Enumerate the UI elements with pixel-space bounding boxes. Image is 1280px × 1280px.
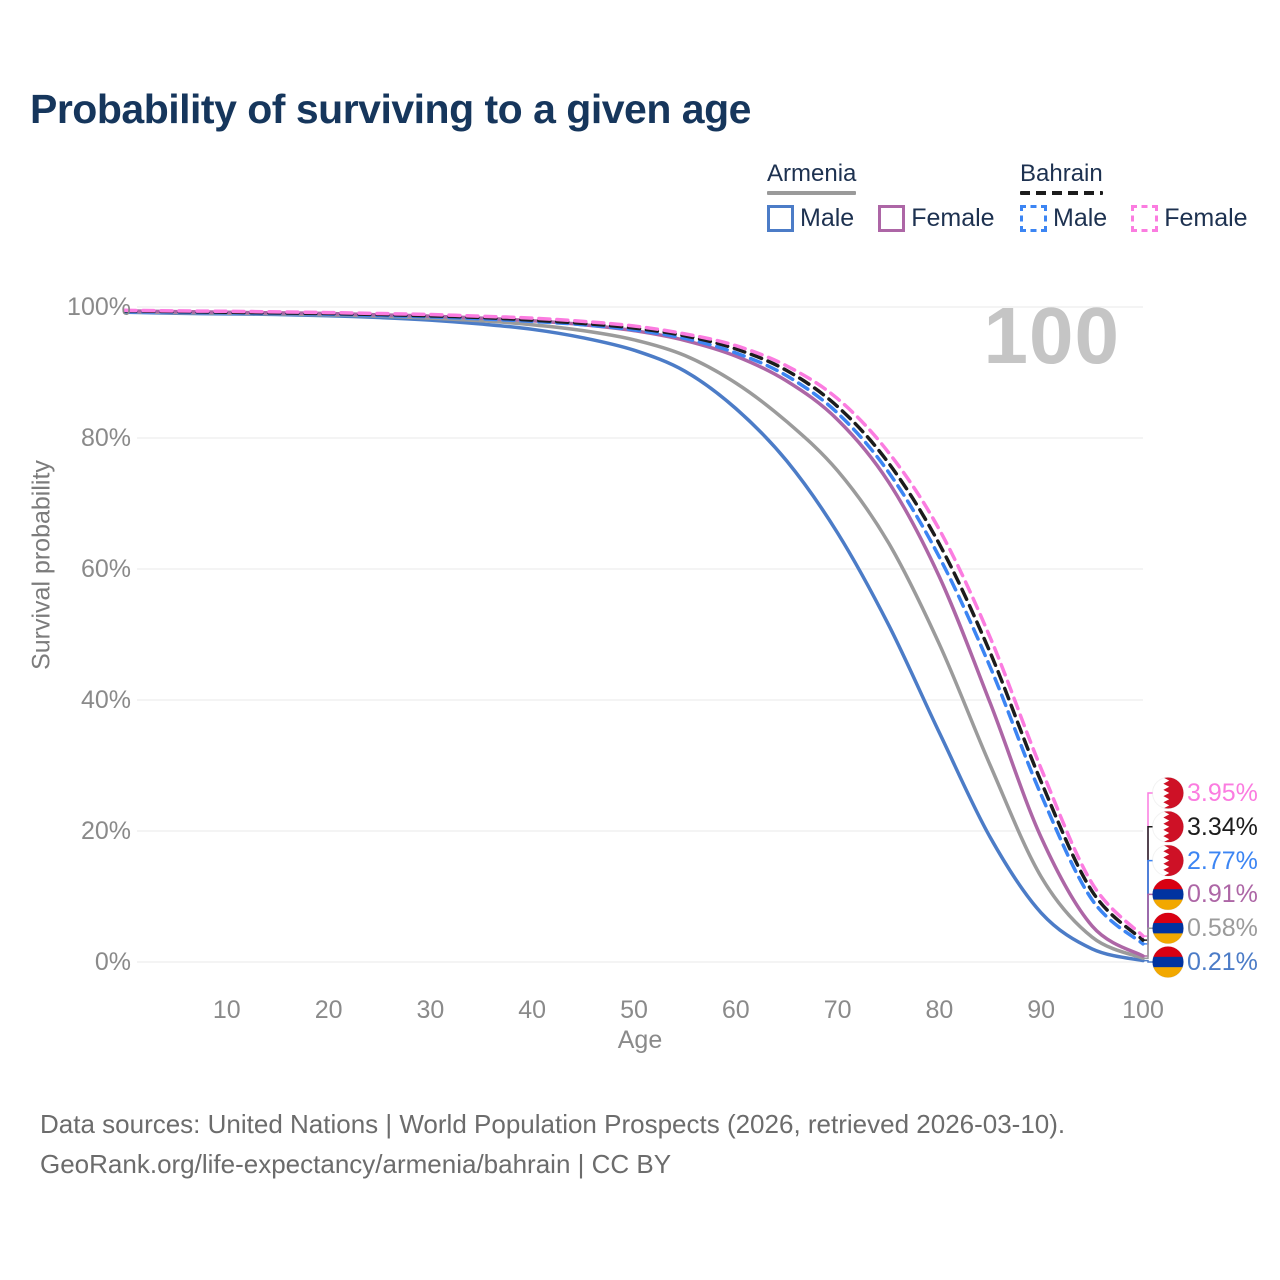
y-tick-40: 40% xyxy=(80,686,131,714)
connector-armenia-female xyxy=(1143,893,1153,957)
age-100-watermark: 100 xyxy=(983,291,1120,380)
legend-country-bahrain[interactable]: Bahrain xyxy=(1020,160,1103,195)
y-tick-100: 100% xyxy=(67,293,131,321)
page-title: Probability of surviving to a given age xyxy=(30,86,751,132)
flag-bahrain-icon xyxy=(1152,810,1184,843)
end-label-bahrain: 3.34% xyxy=(1187,812,1258,841)
legend-group-bahrain: Bahrain Male Female xyxy=(1020,160,1248,233)
y-tick-20: 20% xyxy=(80,817,131,845)
footer-sources: Data sources: United Nations | World Pop… xyxy=(40,1109,1066,1139)
end-label-bahrain-female: 3.95% xyxy=(1187,779,1258,807)
footer-link[interactable]: GeoRank.org/life-expectancy/armenia/bahr… xyxy=(40,1149,672,1179)
x-tick-10: 10 xyxy=(212,996,241,1024)
flag-armenia-icon xyxy=(1152,912,1184,945)
x-tick-80: 80 xyxy=(925,996,954,1024)
end-label-armenia-female: 0.91% xyxy=(1187,880,1258,909)
footer: Data sources: United Nations | World Pop… xyxy=(40,1104,1065,1184)
armenia-line-style-swatch xyxy=(767,191,857,195)
armenia-male-swatch-icon xyxy=(767,205,794,232)
x-tick-100: 100 xyxy=(1122,996,1164,1024)
x-tick-20: 20 xyxy=(314,996,343,1024)
legend-country-bahrain-label: Bahrain xyxy=(1020,160,1103,187)
x-axis-title: Age xyxy=(617,1026,663,1054)
end-label-bahrain-male: 2.77% xyxy=(1187,846,1258,875)
connector-armenia-male xyxy=(1143,959,1153,963)
x-tick-50: 50 xyxy=(620,996,648,1024)
line-bahrain-male[interactable] xyxy=(123,309,1145,946)
bahrain-female-swatch-icon xyxy=(1131,205,1159,232)
legend-group-armenia: Armenia Male Female xyxy=(767,160,995,233)
flag-armenia-icon xyxy=(1152,946,1184,978)
end-label-armenia-male: 0.21% xyxy=(1187,948,1258,976)
legend-item-bahrain-male[interactable]: Male xyxy=(1020,204,1107,233)
y-tick-0: 0% xyxy=(94,948,131,976)
x-tick-90: 90 xyxy=(1027,996,1056,1024)
bahrain-line-style-swatch xyxy=(1020,191,1103,195)
legend-item-bahrain-male-label: Male xyxy=(1053,204,1108,232)
y-tick-60: 60% xyxy=(80,555,131,583)
x-tick-40: 40 xyxy=(518,996,547,1024)
legend-item-armenia-male-label: Male xyxy=(800,204,855,232)
legend-country-armenia[interactable]: Armenia xyxy=(767,160,857,195)
legend-item-bahrain-female[interactable]: Female xyxy=(1131,204,1248,233)
flag-bahrain-icon xyxy=(1152,844,1184,877)
armenia-female-swatch-icon xyxy=(878,205,906,232)
flag-bahrain-icon xyxy=(1152,777,1184,809)
legend-item-armenia-female[interactable]: Female xyxy=(878,204,995,233)
bahrain-male-swatch-icon xyxy=(1020,205,1047,232)
connector-armenia xyxy=(1143,927,1153,959)
y-tick-80: 80% xyxy=(80,424,131,452)
legend-country-armenia-label: Armenia xyxy=(767,160,857,187)
flag-armenia-icon xyxy=(1152,878,1184,911)
legend-item-bahrain-female-label: Female xyxy=(1164,204,1248,232)
end-label-armenia: 0.58% xyxy=(1187,914,1258,943)
x-tick-70: 70 xyxy=(823,996,852,1024)
legend-item-armenia-female-label: Female xyxy=(911,204,995,232)
line-bahrain[interactable] xyxy=(123,309,1145,942)
x-tick-60: 60 xyxy=(721,996,750,1024)
legend-item-armenia-male[interactable]: Male xyxy=(767,204,854,233)
line-bahrain-female[interactable] xyxy=(123,308,1145,938)
x-tick-30: 30 xyxy=(416,996,445,1024)
